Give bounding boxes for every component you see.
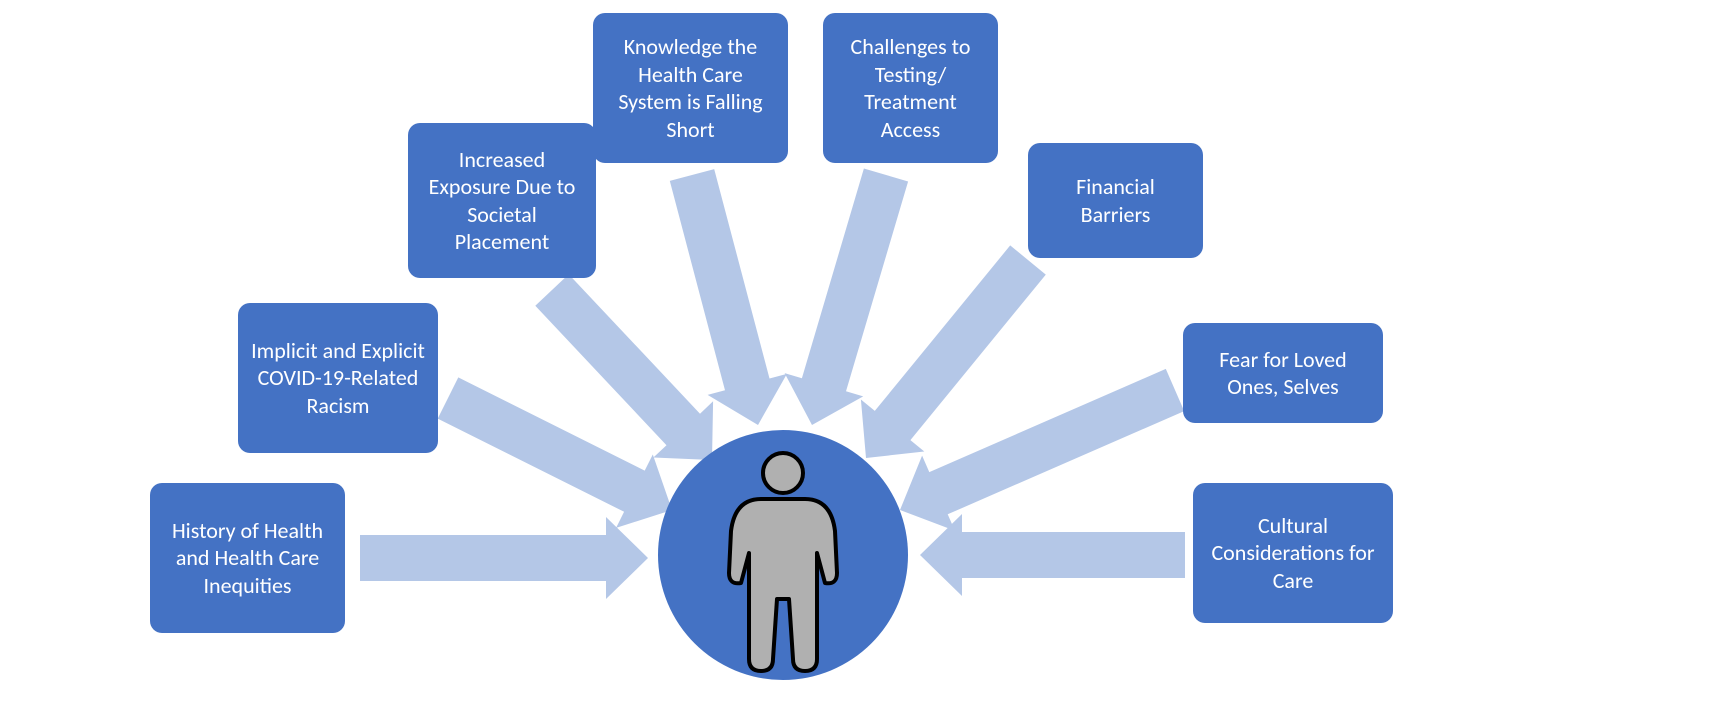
diagram-stage: History of Health and Health Care Inequi… xyxy=(0,0,1725,716)
factor-label: Implicit and Explicit COVID-19-Related R… xyxy=(250,337,426,420)
factor-label: Challenges to Testing/ Treatment Access xyxy=(835,33,986,143)
factor-label: History of Health and Health Care Inequi… xyxy=(162,517,333,600)
factor-box-cultural: Cultural Considerations for Care xyxy=(1193,483,1393,623)
factor-box-fear: Fear for Loved Ones, Selves xyxy=(1183,323,1383,423)
factor-box-history: History of Health and Health Care Inequi… xyxy=(150,483,345,633)
factor-box-racism: Implicit and Explicit COVID-19-Related R… xyxy=(238,303,438,453)
factor-box-financial: Financial Barriers xyxy=(1028,143,1203,258)
factor-label: Fear for Loved Ones, Selves xyxy=(1195,346,1371,401)
factor-label: Financial Barriers xyxy=(1040,173,1191,228)
factor-box-exposure: Increased Exposure Due to Societal Place… xyxy=(408,123,596,278)
factor-label: Cultural Considerations for Care xyxy=(1205,512,1381,595)
factor-label: Knowledge the Health Care System is Fall… xyxy=(605,33,776,143)
factor-box-challenges: Challenges to Testing/ Treatment Access xyxy=(823,13,998,163)
factor-box-knowledge: Knowledge the Health Care System is Fall… xyxy=(593,13,788,163)
factor-label: Increased Exposure Due to Societal Place… xyxy=(420,146,584,256)
